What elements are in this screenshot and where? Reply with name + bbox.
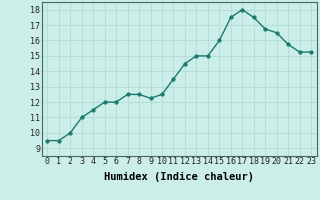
X-axis label: Humidex (Indice chaleur): Humidex (Indice chaleur) xyxy=(104,172,254,182)
